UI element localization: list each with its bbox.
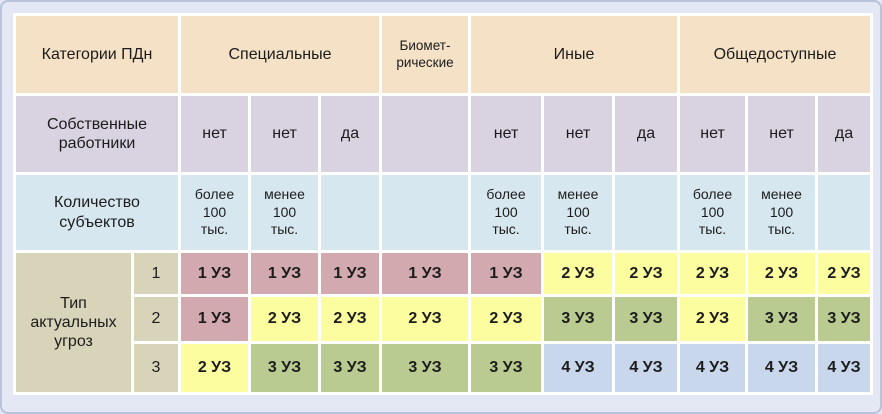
row-label-subject-count: Количество субъектов — [16, 175, 178, 250]
threat-type-3: 3 — [134, 344, 178, 392]
subjects-cell — [818, 175, 870, 250]
header-group-public: Общедоступные — [680, 16, 870, 93]
employees-cell: да — [321, 96, 379, 172]
employees-cell: нет — [181, 96, 248, 172]
subjects-cell — [615, 175, 677, 250]
protection-level-cell: 1 УЗ — [382, 253, 468, 294]
header-group-biometric: Биомет- рические — [382, 16, 468, 93]
protection-level-cell: 1 УЗ — [251, 253, 318, 294]
employees-cell: да — [615, 96, 677, 172]
employees-cell: нет — [680, 96, 745, 172]
subjects-cell: более 100 тыс. — [680, 175, 745, 250]
subjects-cell: менее 100 тыс. — [251, 175, 318, 250]
protection-level-cell: 1 УЗ — [181, 297, 248, 341]
protection-level-cell: 4 УЗ — [680, 344, 745, 392]
protection-level-cell: 2 УЗ — [181, 344, 248, 392]
header-group-other: Иные — [471, 16, 677, 93]
protection-level-cell: 4 УЗ — [818, 344, 870, 392]
subjects-cell: менее 100 тыс. — [544, 175, 612, 250]
employees-cell: нет — [471, 96, 541, 172]
protection-level-cell: 2 УЗ — [818, 253, 870, 294]
protection-level-cell: 3 УЗ — [544, 297, 612, 341]
protection-level-cell: 1 УЗ — [321, 253, 379, 294]
protection-level-cell: 2 УЗ — [748, 253, 815, 294]
protection-level-cell: 4 УЗ — [748, 344, 815, 392]
threat-type-2: 2 — [134, 297, 178, 341]
employees-cell: нет — [748, 96, 815, 172]
row-label-threat-type: Тип актуальных угроз — [16, 253, 131, 392]
header-categories-pdn: Категории ПДн — [16, 16, 178, 93]
pdn-protection-level-table: Категории ПДн Специальные Биомет- рическ… — [13, 13, 873, 395]
protection-level-cell: 3 УЗ — [818, 297, 870, 341]
employees-cell: да — [818, 96, 870, 172]
protection-level-cell: 2 УЗ — [321, 297, 379, 341]
subjects-cell — [321, 175, 379, 250]
protection-level-cell: 3 УЗ — [251, 344, 318, 392]
subjects-cell — [382, 175, 468, 250]
protection-level-cell: 2 УЗ — [382, 297, 468, 341]
protection-level-cell: 4 УЗ — [544, 344, 612, 392]
protection-level-cell: 1 УЗ — [471, 253, 541, 294]
row-label-own-employees: Собственные работники — [16, 96, 178, 172]
protection-level-cell: 2 УЗ — [615, 253, 677, 294]
protection-level-cell: 2 УЗ — [680, 297, 745, 341]
employees-cell: нет — [251, 96, 318, 172]
protection-level-cell: 3 УЗ — [748, 297, 815, 341]
protection-level-cell: 1 УЗ — [181, 253, 248, 294]
subjects-cell: более 100 тыс. — [181, 175, 248, 250]
employees-cell: нет — [544, 96, 612, 172]
protection-level-cell: 3 УЗ — [615, 297, 677, 341]
threat-type-1: 1 — [134, 253, 178, 294]
protection-level-cell: 2 УЗ — [471, 297, 541, 341]
protection-level-cell: 2 УЗ — [680, 253, 745, 294]
protection-level-cell: 3 УЗ — [382, 344, 468, 392]
protection-level-cell: 2 УЗ — [251, 297, 318, 341]
subjects-cell: более 100 тыс. — [471, 175, 541, 250]
header-group-special: Специальные — [181, 16, 379, 93]
protection-level-cell: 2 УЗ — [544, 253, 612, 294]
protection-level-cell: 4 УЗ — [615, 344, 677, 392]
subjects-cell: менее 100 тыс. — [748, 175, 815, 250]
employees-cell — [382, 96, 468, 172]
protection-level-cell: 3 УЗ — [471, 344, 541, 392]
protection-level-cell: 3 УЗ — [321, 344, 379, 392]
